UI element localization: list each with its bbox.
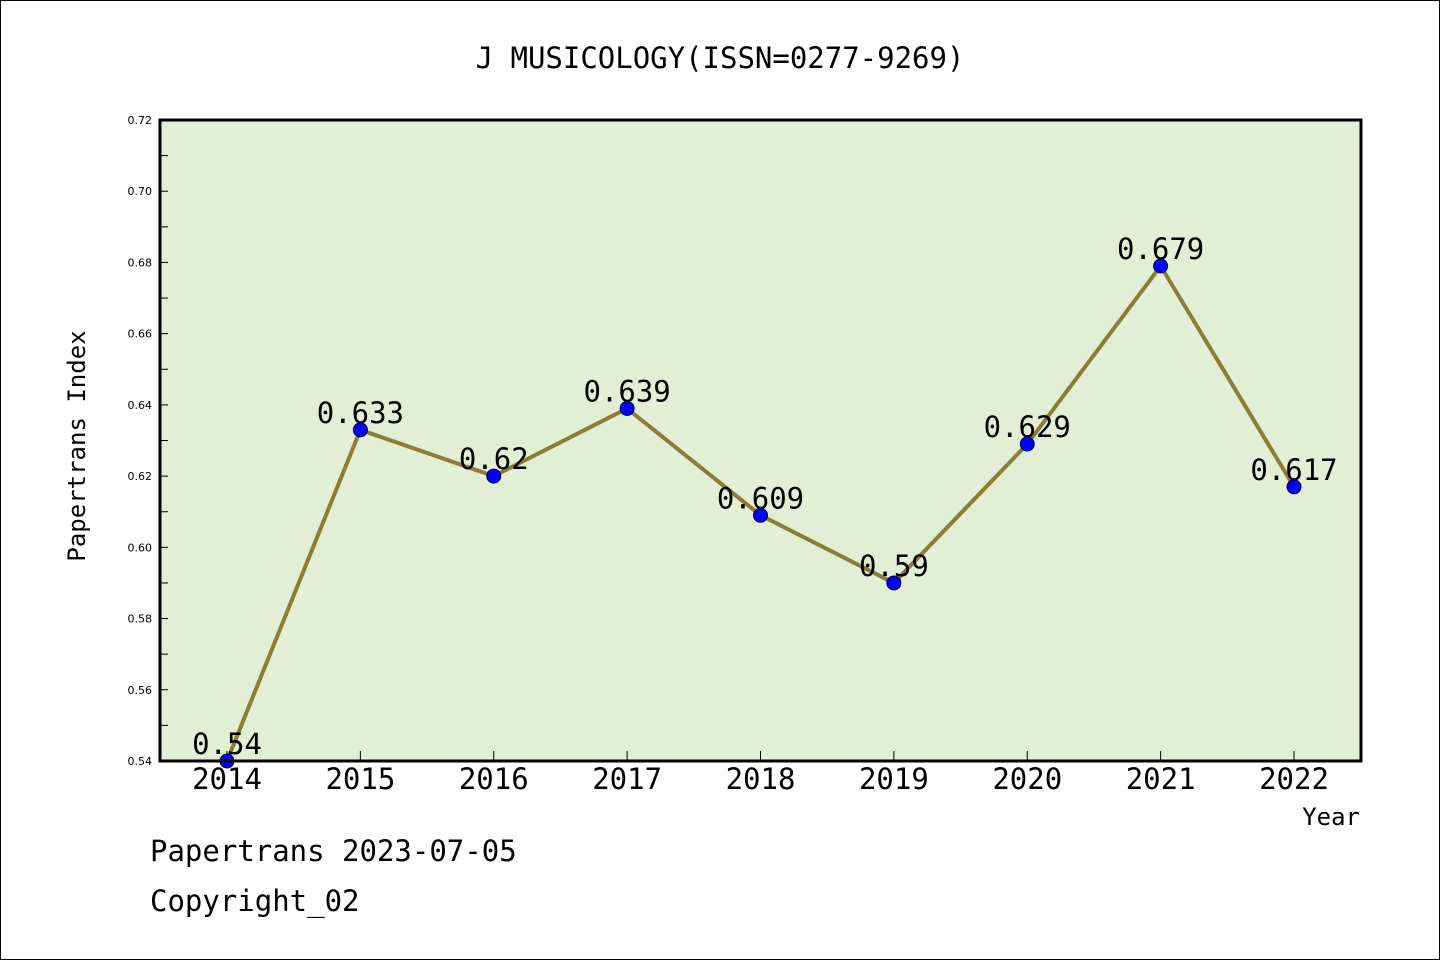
y-tick-label: 0.68 (128, 256, 153, 269)
x-axis-label: Year (1302, 803, 1360, 831)
x-tick-label: 2017 (592, 762, 662, 796)
data-point (1286, 479, 1302, 495)
x-tick-label: 2020 (992, 762, 1062, 796)
y-tick-label: 0.64 (128, 399, 153, 412)
y-tick-label: 0.62 (128, 470, 153, 483)
x-tick-label: 2019 (859, 762, 929, 796)
data-point (753, 507, 768, 523)
x-tick-label: 2015 (325, 762, 395, 796)
footer-copyright-line: Copyright_02 (150, 884, 360, 918)
y-tick-label: 0.60 (128, 541, 153, 554)
plot-border (158, 118, 1363, 763)
y-tick-label: 0.70 (128, 185, 153, 198)
y-tick-label: 0.58 (128, 613, 153, 626)
data-label: 0.639 (583, 374, 670, 408)
data-labels: 0.54 0.633 0.62 0.639 0.609 0.59 0.629 0.679 0.6… (192, 232, 1338, 761)
data-label: 0.62 (459, 442, 529, 476)
data-point (619, 400, 635, 416)
y-tick-label: 0.72 (128, 114, 153, 127)
plot-area (160, 120, 1361, 761)
y-tick-label: 0.56 (128, 684, 153, 697)
data-point (352, 422, 368, 438)
x-tick-label: 2022 (1259, 762, 1329, 796)
footer-date-line: Papertrans 2023-07-05 (150, 834, 517, 868)
data-markers (219, 258, 1302, 769)
data-point (1019, 436, 1035, 452)
data-label: 0.679 (1117, 232, 1204, 266)
x-tick-label: 2018 (726, 762, 796, 796)
x-axis-ticks: 2014 2015 2016 2017 2018 2019 2020 2021 2022 (192, 751, 1329, 796)
data-point (1153, 258, 1169, 274)
chart-title: J MUSICOLOGY(ISSN=0277-9269) (476, 41, 965, 75)
x-tick-label: 2016 (459, 762, 529, 796)
data-label: 0.609 (717, 481, 804, 515)
data-label: 0.633 (317, 396, 404, 430)
y-tick-label: 0.54 (128, 755, 153, 768)
data-point (486, 468, 502, 484)
y-tick-label: 0.66 (128, 328, 153, 341)
data-label: 0.59 (859, 549, 929, 583)
data-label: 0.629 (984, 410, 1071, 444)
x-tick-label: 2021 (1126, 762, 1196, 796)
data-label: 0.54 (192, 727, 262, 761)
data-point (886, 575, 902, 591)
y-axis-label: Papertrans Index (63, 330, 91, 561)
data-label: 0.617 (1250, 453, 1337, 487)
